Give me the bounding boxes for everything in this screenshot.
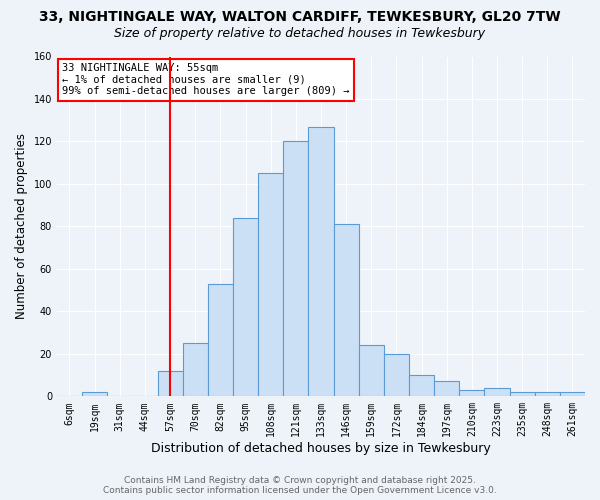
Bar [283,142,308,396]
Bar [409,375,434,396]
Bar [208,284,233,397]
Bar [459,390,484,396]
Bar [359,346,384,397]
Text: 33 NIGHTINGALE WAY: 55sqm
← 1% of detached houses are smaller (9)
99% of semi-de: 33 NIGHTINGALE WAY: 55sqm ← 1% of detach… [62,64,350,96]
Text: Size of property relative to detached houses in Tewkesbury: Size of property relative to detached ho… [115,28,485,40]
Bar [258,174,283,396]
Bar [535,392,560,396]
X-axis label: Distribution of detached houses by size in Tewkesbury: Distribution of detached houses by size … [151,442,491,455]
Bar [384,354,409,397]
Bar [308,126,334,396]
Bar [509,392,535,396]
Bar [233,218,258,396]
Text: 33, NIGHTINGALE WAY, WALTON CARDIFF, TEWKESBURY, GL20 7TW: 33, NIGHTINGALE WAY, WALTON CARDIFF, TEW… [39,10,561,24]
Bar [182,343,208,396]
Bar [560,392,585,396]
Bar [82,392,107,396]
Bar [334,224,359,396]
Bar [158,371,182,396]
Bar [434,382,459,396]
Text: Contains HM Land Registry data © Crown copyright and database right 2025.
Contai: Contains HM Land Registry data © Crown c… [103,476,497,495]
Bar [484,388,509,396]
Y-axis label: Number of detached properties: Number of detached properties [15,134,28,320]
